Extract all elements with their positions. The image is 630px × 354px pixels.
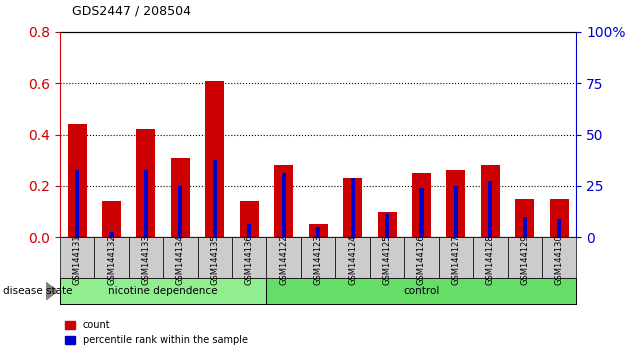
Text: GSM144126: GSM144126 bbox=[417, 234, 426, 285]
Bar bbox=[412, 173, 431, 237]
Text: GSM144134: GSM144134 bbox=[176, 234, 185, 285]
Bar bbox=[171, 158, 190, 237]
Text: GSM144124: GSM144124 bbox=[348, 234, 357, 285]
Bar bbox=[274, 165, 293, 237]
Bar bbox=[75, 170, 79, 237]
Text: GSM144128: GSM144128 bbox=[486, 234, 495, 285]
Bar bbox=[454, 186, 458, 237]
Text: GSM144131: GSM144131 bbox=[72, 234, 81, 285]
Bar bbox=[144, 170, 148, 237]
Text: GSM144135: GSM144135 bbox=[210, 234, 219, 285]
Bar bbox=[488, 181, 493, 237]
Bar bbox=[343, 178, 362, 237]
Text: GSM144129: GSM144129 bbox=[520, 234, 529, 285]
Bar bbox=[523, 217, 527, 237]
Bar bbox=[550, 199, 569, 237]
Bar bbox=[350, 178, 355, 237]
Bar bbox=[213, 160, 217, 237]
Bar bbox=[481, 165, 500, 237]
Text: GSM144136: GSM144136 bbox=[245, 234, 254, 285]
Bar bbox=[515, 199, 534, 237]
Text: GSM144127: GSM144127 bbox=[452, 234, 461, 285]
Bar bbox=[205, 81, 224, 237]
Text: GSM144132: GSM144132 bbox=[107, 234, 116, 285]
Text: GSM144130: GSM144130 bbox=[555, 234, 564, 285]
Text: control: control bbox=[403, 286, 440, 296]
Bar bbox=[377, 211, 396, 237]
Bar bbox=[102, 201, 121, 237]
Text: GSM144133: GSM144133 bbox=[142, 234, 151, 285]
Text: GSM144123: GSM144123 bbox=[314, 234, 323, 285]
Bar bbox=[178, 186, 183, 237]
Bar bbox=[309, 224, 328, 237]
Bar bbox=[385, 214, 389, 237]
Text: nicotine dependence: nicotine dependence bbox=[108, 286, 218, 296]
Bar bbox=[316, 227, 320, 237]
Legend: count, percentile rank within the sample: count, percentile rank within the sample bbox=[62, 316, 252, 349]
Bar bbox=[247, 224, 251, 237]
Text: GSM144125: GSM144125 bbox=[382, 234, 391, 285]
Text: disease state: disease state bbox=[3, 286, 72, 296]
Bar bbox=[67, 124, 86, 237]
Bar bbox=[137, 129, 156, 237]
Text: GSM144122: GSM144122 bbox=[279, 234, 288, 285]
Polygon shape bbox=[46, 282, 57, 300]
Bar bbox=[282, 173, 286, 237]
Bar bbox=[447, 170, 466, 237]
Bar bbox=[420, 188, 423, 237]
Bar bbox=[110, 232, 113, 237]
Text: GDS2447 / 208504: GDS2447 / 208504 bbox=[72, 5, 192, 18]
Bar bbox=[240, 201, 259, 237]
Bar bbox=[557, 219, 561, 237]
